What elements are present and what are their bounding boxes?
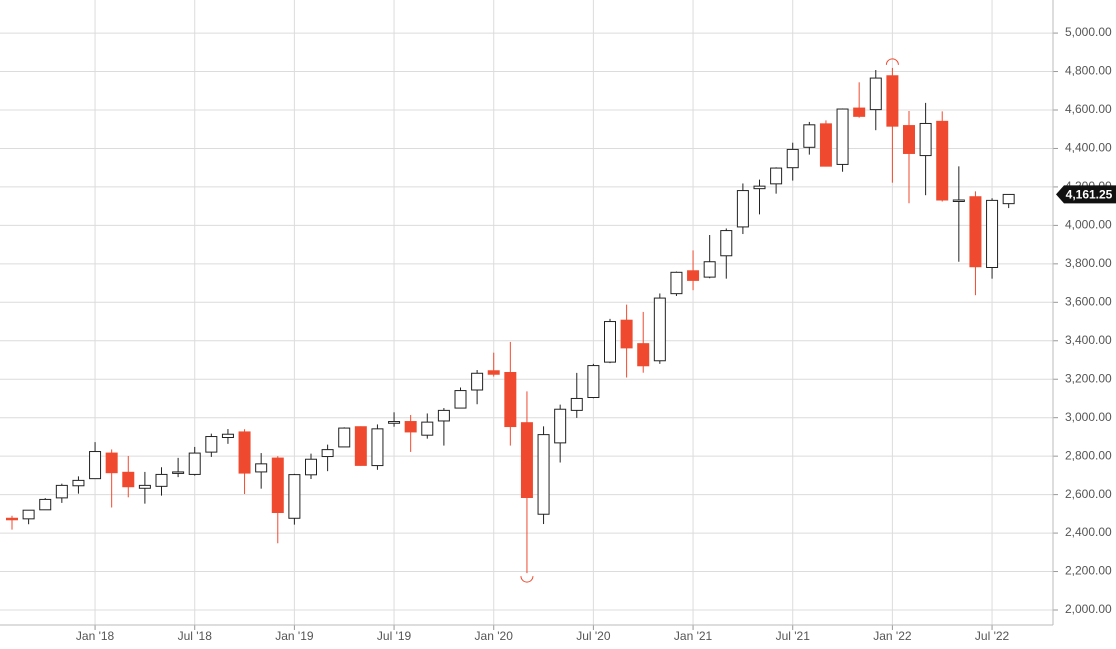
candle-body: [271, 457, 284, 514]
y-tick-label: 2,600.00: [1065, 487, 1112, 501]
y-tick-label: 2,000.00: [1065, 602, 1112, 616]
x-tick-label: Jul '19: [377, 629, 412, 643]
x-tick-label: Jan '19: [275, 629, 314, 643]
candle-body: [437, 409, 450, 422]
candle-body: [670, 271, 683, 295]
y-tick-label: 3,400.00: [1065, 333, 1112, 347]
candle-body: [122, 471, 135, 488]
candle-body: [404, 421, 417, 433]
candle-body: [172, 471, 185, 474]
candle-body: [371, 428, 384, 467]
candle-body: [6, 517, 18, 521]
candle-body: [321, 449, 334, 458]
candle-body: [969, 196, 982, 268]
x-tick-label: Jan '18: [76, 629, 115, 643]
candle-body: [89, 451, 102, 480]
x-tick-label: Jan '22: [873, 629, 912, 643]
candle-body: [653, 297, 666, 362]
candle-body: [454, 390, 467, 409]
candle-body: [753, 185, 766, 190]
candle-body: [487, 370, 500, 375]
candle-body: [305, 458, 317, 476]
y-tick-label: 4,800.00: [1065, 64, 1112, 78]
y-tick-label: 4,000.00: [1065, 218, 1112, 232]
candle-body: [554, 408, 567, 444]
candle-body: [952, 199, 965, 202]
y-tick-label: 3,200.00: [1065, 371, 1112, 385]
candle-body: [255, 463, 268, 473]
x-tick-label: Jul '20: [576, 629, 611, 643]
candle-body: [205, 436, 218, 453]
y-tick-label: 4,400.00: [1065, 141, 1112, 155]
y-tick-label: 4,600.00: [1065, 102, 1112, 116]
candle-body: [388, 421, 401, 424]
candle-body: [471, 372, 484, 391]
x-tick-label: Jul '21: [776, 629, 811, 643]
candle-body: [338, 427, 351, 448]
candle-body: [537, 434, 550, 515]
candle-body: [903, 125, 915, 154]
candle-body: [504, 372, 517, 428]
x-tick-label: Jul '18: [178, 629, 213, 643]
candle-body: [238, 431, 251, 474]
candle-body: [786, 148, 799, 169]
last-price-tag: [1056, 185, 1116, 204]
candle-body: [22, 509, 35, 520]
candle-body: [986, 199, 999, 268]
candle-body: [803, 124, 816, 148]
y-tick-label: 3,800.00: [1065, 256, 1112, 270]
candle-body: [604, 321, 616, 363]
y-tick-label: 3,600.00: [1065, 294, 1112, 308]
candle-body: [620, 319, 633, 349]
candle-body: [72, 479, 85, 487]
candle-body: [188, 452, 201, 475]
candle-body: [520, 422, 533, 499]
candle-body: [703, 261, 716, 278]
candle-body: [288, 474, 301, 519]
low-marker: [520, 576, 534, 583]
candle-body: [570, 397, 583, 411]
y-tick-label: 5,000.00: [1065, 25, 1112, 39]
candle-body: [221, 433, 234, 439]
y-tick-label: 3,000.00: [1065, 410, 1112, 424]
candle-body: [936, 120, 949, 201]
candle-body: [155, 473, 168, 487]
candle-body: [770, 167, 783, 185]
x-tick-label: Jan '20: [475, 629, 514, 643]
candle-body: [637, 343, 650, 367]
candle-body: [1002, 193, 1015, 205]
candle-body: [836, 108, 849, 165]
y-tick-label: 2,400.00: [1065, 525, 1112, 539]
y-tick-label: 2,800.00: [1065, 448, 1112, 462]
candle-body: [687, 270, 700, 281]
last-price-label: 4,161.25: [1066, 188, 1113, 202]
candle-body: [869, 77, 882, 111]
candle-body: [55, 484, 68, 499]
candle-body: [720, 230, 733, 257]
candle-body: [354, 426, 367, 466]
candle-body: [138, 484, 151, 489]
candle-body: [886, 75, 899, 127]
candle-body: [736, 190, 749, 228]
candle-body: [919, 122, 932, 157]
candle-body: [105, 452, 118, 474]
candle-body: [819, 123, 832, 167]
candle-body: [587, 365, 600, 399]
candle-body: [853, 107, 866, 117]
x-tick-label: Jan '21: [674, 629, 713, 643]
x-tick-label: Jul '22: [975, 629, 1010, 643]
candle-body: [39, 498, 52, 511]
y-tick-label: 2,200.00: [1065, 564, 1112, 578]
high-marker: [885, 58, 899, 65]
candle-body: [421, 421, 434, 436]
